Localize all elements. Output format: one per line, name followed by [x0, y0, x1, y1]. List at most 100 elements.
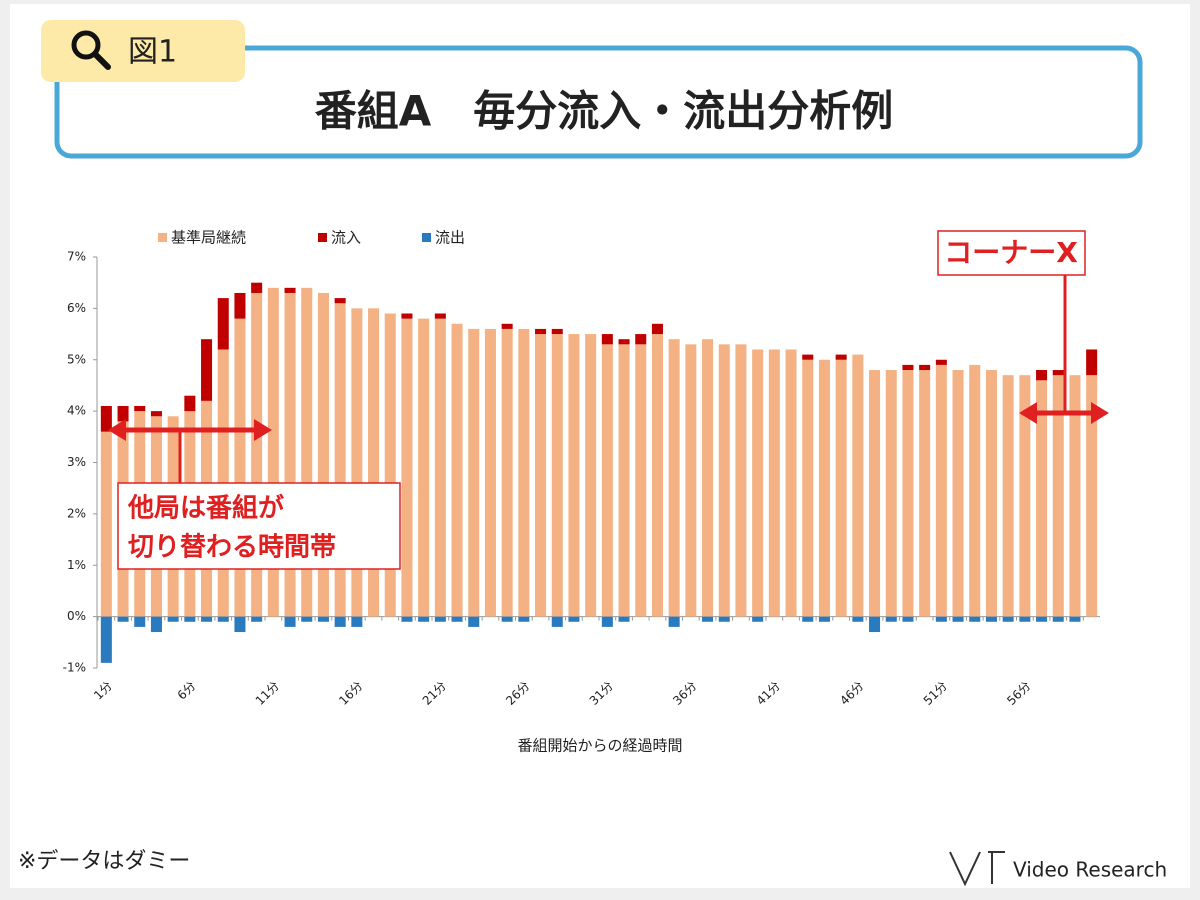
- bar-segment: [451, 323, 463, 617]
- bar-segment: [351, 616, 363, 627]
- bar-segment: [267, 287, 279, 617]
- bar-segment: [484, 328, 496, 617]
- bar-segment: [535, 334, 547, 617]
- bar-segment: [551, 616, 563, 627]
- bar-segment: [368, 308, 380, 617]
- bar-segment: [1019, 375, 1031, 617]
- bar-segment: [585, 334, 597, 617]
- bar-segment: [902, 364, 914, 371]
- y-tick-label: 0%: [67, 609, 86, 623]
- y-tick-label: -1%: [63, 661, 86, 675]
- bar-segment: [1036, 380, 1048, 617]
- bar-segment: [1052, 375, 1064, 617]
- bar-segment: [518, 328, 530, 617]
- y-tick-label: 7%: [67, 250, 86, 264]
- bar-segment: [100, 405, 112, 432]
- bar-segment: [919, 364, 931, 371]
- bar-segment: [184, 616, 196, 622]
- bar-segment: [802, 359, 814, 617]
- bar-segment: [618, 339, 630, 345]
- slide-title: 番組A 毎分流入・流出分析例: [315, 87, 894, 136]
- bar-segment: [752, 616, 764, 622]
- bar-segment: [418, 318, 430, 617]
- bar-segment: [702, 339, 714, 617]
- bar-segment: [869, 616, 881, 633]
- annotation-left: [108, 419, 401, 570]
- bar-segment: [818, 359, 830, 617]
- bar-segment: [919, 370, 931, 617]
- bar-segment: [334, 298, 346, 304]
- bar-segment: [852, 616, 864, 622]
- bar-segment: [501, 328, 513, 617]
- bar-segment: [1052, 370, 1064, 376]
- bar-segment: [334, 303, 346, 617]
- footnote: ※データはダミー: [18, 849, 190, 874]
- bar-segment: [752, 349, 764, 617]
- bar-segment: [217, 298, 229, 350]
- bar-segment: [535, 328, 547, 335]
- bar-segment: [234, 318, 246, 617]
- bar-segment: [234, 292, 246, 319]
- bar-segment: [434, 318, 446, 617]
- y-tick-label: 6%: [67, 301, 86, 315]
- annotation-text: 切り替わる時間帯: [128, 533, 336, 563]
- bar-segment: [601, 334, 613, 345]
- bar-segment: [685, 344, 697, 617]
- bar-segment: [1019, 616, 1031, 622]
- bar-segment: [802, 354, 814, 360]
- bar-segment: [835, 359, 847, 617]
- title-box: [54, 45, 1143, 159]
- bar-segment: [1069, 375, 1081, 617]
- bar-segment: [201, 616, 213, 622]
- bar-segment: [434, 616, 446, 622]
- legend-swatch: [158, 233, 167, 242]
- bar-segment: [317, 616, 329, 622]
- bar-segment: [635, 344, 647, 617]
- bar-segment: [234, 616, 246, 633]
- bar-segment: [217, 616, 229, 622]
- bar-segment: [668, 616, 680, 627]
- bar-segment: [601, 344, 613, 617]
- bar-segment: [1086, 349, 1098, 376]
- bar-segment: [251, 292, 263, 617]
- legend-swatch: [422, 233, 431, 242]
- bar-segment: [985, 616, 997, 622]
- bar-segment: [401, 313, 413, 319]
- search-icon: [71, 30, 111, 70]
- bar-segment: [568, 616, 580, 622]
- bar-segment: [718, 616, 730, 622]
- legend-label: 流出: [435, 229, 465, 247]
- bar-segment: [451, 616, 463, 622]
- bar-segment: [150, 616, 162, 633]
- bar-segment: [468, 616, 480, 627]
- bar-segment: [334, 616, 346, 627]
- bar-segment: [702, 616, 714, 622]
- bar-segment: [117, 616, 129, 622]
- bar-segment: [284, 292, 296, 617]
- bar-segment: [618, 344, 630, 617]
- bar-segment: [1002, 375, 1014, 617]
- bar-segment: [167, 616, 179, 622]
- bar-segment: [418, 616, 430, 622]
- bar-segment: [1086, 375, 1098, 617]
- bar-segment: [1036, 616, 1048, 622]
- bar-segment: [651, 323, 663, 335]
- bar-segment: [985, 370, 997, 617]
- legend-label: 流入: [331, 229, 361, 247]
- bar-segment: [802, 616, 814, 622]
- bar-segment: [568, 334, 580, 617]
- legend-label: 基準局継続: [171, 229, 246, 247]
- bar-segment: [902, 616, 914, 622]
- bar-segment: [601, 616, 613, 627]
- bar-segment: [785, 349, 797, 617]
- bar-segment: [935, 616, 947, 622]
- bar-segment: [301, 616, 313, 622]
- bar-segment: [768, 349, 780, 617]
- annotation-text: 他局は番組が: [127, 493, 284, 524]
- bar-segment: [434, 313, 446, 319]
- bar-segment: [668, 339, 680, 617]
- bar-segment: [735, 344, 747, 617]
- badge-text: 図1: [128, 35, 177, 70]
- bar-segment: [1002, 616, 1014, 622]
